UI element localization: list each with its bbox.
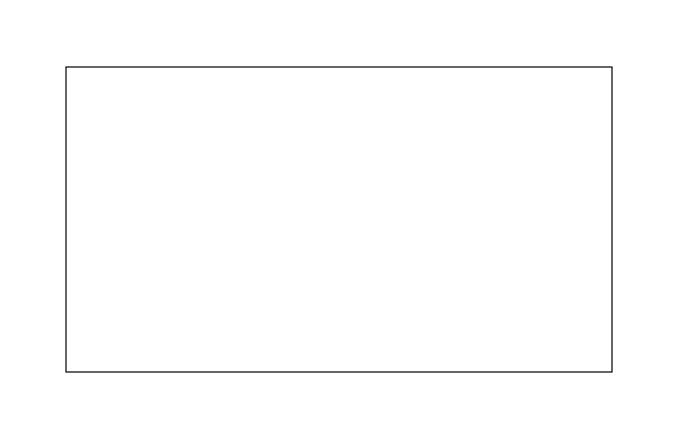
plot-border (65, 66, 613, 373)
